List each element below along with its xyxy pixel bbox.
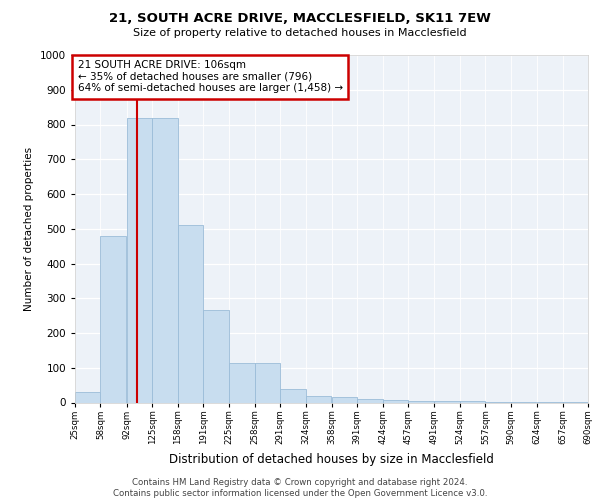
Bar: [127, 118, 152, 403]
Bar: [203, 310, 229, 402]
Bar: [305, 396, 331, 402]
Bar: [152, 118, 178, 403]
X-axis label: Distribution of detached houses by size in Macclesfield: Distribution of detached houses by size …: [169, 452, 494, 466]
Bar: [229, 362, 255, 403]
Y-axis label: Number of detached properties: Number of detached properties: [24, 146, 34, 311]
Text: Contains HM Land Registry data © Crown copyright and database right 2024.
Contai: Contains HM Land Registry data © Crown c…: [113, 478, 487, 498]
Text: Size of property relative to detached houses in Macclesfield: Size of property relative to detached ho…: [133, 28, 467, 38]
Bar: [178, 226, 203, 402]
Bar: [100, 236, 126, 402]
Text: 21 SOUTH ACRE DRIVE: 106sqm
← 35% of detached houses are smaller (796)
64% of se: 21 SOUTH ACRE DRIVE: 106sqm ← 35% of det…: [77, 60, 343, 94]
Text: 21, SOUTH ACRE DRIVE, MACCLESFIELD, SK11 7EW: 21, SOUTH ACRE DRIVE, MACCLESFIELD, SK11…: [109, 12, 491, 26]
Bar: [75, 392, 100, 402]
Bar: [332, 398, 358, 402]
Bar: [434, 401, 460, 402]
Bar: [280, 388, 305, 402]
Bar: [383, 400, 408, 402]
Bar: [255, 362, 280, 403]
Bar: [358, 399, 383, 402]
Bar: [408, 401, 434, 402]
